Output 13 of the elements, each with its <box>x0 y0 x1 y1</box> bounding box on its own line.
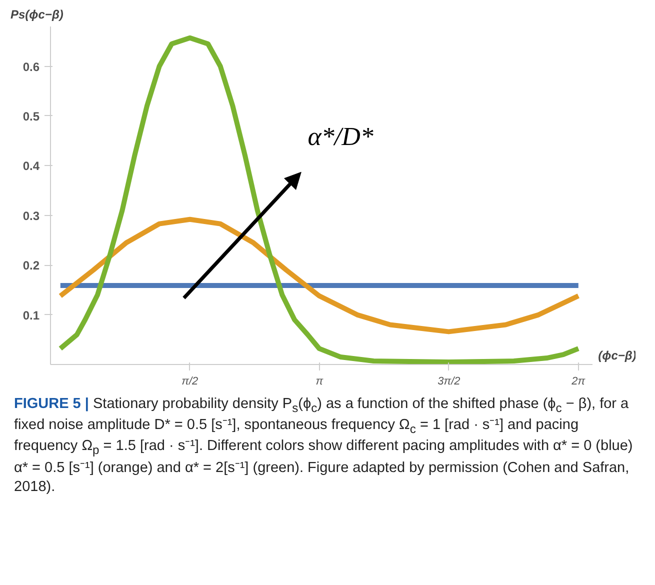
y-axis-title: Ps(ϕc−β) <box>10 8 64 22</box>
x-tick-label: π <box>316 376 324 388</box>
y-tick-label: 0.6 <box>22 60 40 74</box>
annotation: α*/D* <box>308 122 374 151</box>
x-tick-label: π/2 <box>182 376 198 388</box>
x-tick-label: 3π/2 <box>438 376 460 388</box>
x-tick-label: 2π <box>570 376 586 388</box>
y-tick-label: 0.2 <box>22 258 40 273</box>
y-tick-label: 0.3 <box>22 208 40 223</box>
y-tick-label: 0.4 <box>22 159 40 174</box>
y-tick-label: 0.1 <box>22 308 40 322</box>
text: FIGURE 5 | Stationary probability density P$_{s}$(ϕ$_{c}$) as a function of the shifted phase (ϕ$_{c}$ − β), for a fixed noise amplitude D* = 0.5 [s⁻¹], spontaneous frequency Ω$_{c}$ = 1 [rad · s⁻¹] and pacing frequency Ω$_{p}$ = 1.5 [rad · s⁻¹]. Different colors show different pacing amplitudes with α* = 0 (blue) α* = 0.5 [s⁻¹] (orange) and α* = 2[s⁻¹] (green). Figure adapted by permission (Cohen and Safran, 2018). <box>14 396 633 496</box>
y-tick-label: 0.5 <box>22 109 40 124</box>
